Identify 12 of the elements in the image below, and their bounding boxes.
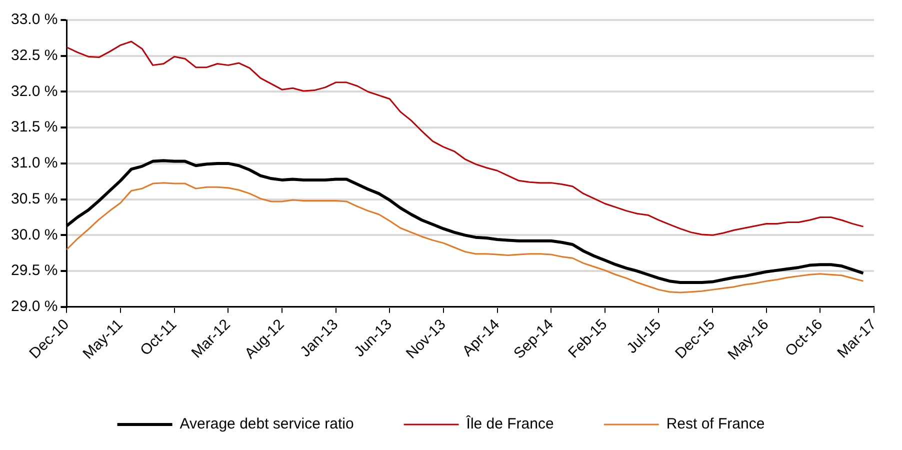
y-tick-label: 29.5 % bbox=[10, 262, 58, 280]
y-tick-label: 32.0 % bbox=[10, 82, 58, 100]
y-tick-label: 32.5 % bbox=[10, 47, 58, 64]
legend-label: Rest of France bbox=[666, 416, 765, 433]
y-tick-label: 31.5 % bbox=[10, 118, 58, 136]
y-tick-label: 31.0 % bbox=[10, 154, 58, 172]
legend-label: Average debt service ratio bbox=[180, 416, 354, 433]
y-tick-label: 30.0 % bbox=[10, 226, 58, 244]
legend-label: Île de France bbox=[465, 414, 554, 433]
y-tick-label: 33.0 % bbox=[10, 11, 58, 28]
y-tick-label: 30.5 % bbox=[10, 190, 58, 208]
y-tick-label: 29.0 % bbox=[10, 298, 58, 316]
